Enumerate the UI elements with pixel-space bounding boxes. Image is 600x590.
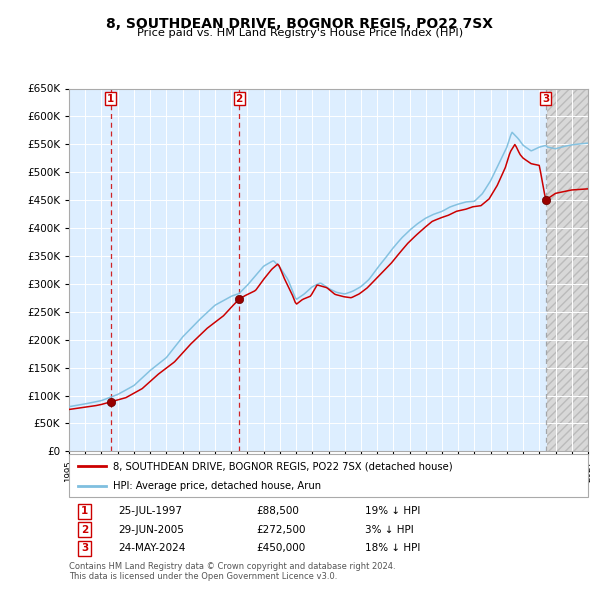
Text: 3: 3 xyxy=(542,94,549,104)
Text: 19% ↓ HPI: 19% ↓ HPI xyxy=(365,506,420,516)
Text: 24-MAY-2024: 24-MAY-2024 xyxy=(118,543,185,553)
Text: HPI: Average price, detached house, Arun: HPI: Average price, detached house, Arun xyxy=(113,481,321,491)
Text: 29-JUN-2005: 29-JUN-2005 xyxy=(118,525,184,535)
Text: This data is licensed under the Open Government Licence v3.0.: This data is licensed under the Open Gov… xyxy=(69,572,337,581)
Text: 3% ↓ HPI: 3% ↓ HPI xyxy=(365,525,413,535)
Text: 25-JUL-1997: 25-JUL-1997 xyxy=(118,506,182,516)
Text: Contains HM Land Registry data © Crown copyright and database right 2024.: Contains HM Land Registry data © Crown c… xyxy=(69,562,395,571)
Text: 2: 2 xyxy=(236,94,243,104)
Text: £88,500: £88,500 xyxy=(256,506,299,516)
Text: 8, SOUTHDEAN DRIVE, BOGNOR REGIS, PO22 7SX: 8, SOUTHDEAN DRIVE, BOGNOR REGIS, PO22 7… xyxy=(107,17,493,31)
Bar xyxy=(547,88,588,451)
Text: Price paid vs. HM Land Registry's House Price Index (HPI): Price paid vs. HM Land Registry's House … xyxy=(137,28,463,38)
Text: 1: 1 xyxy=(107,94,115,104)
Text: 18% ↓ HPI: 18% ↓ HPI xyxy=(365,543,420,553)
Text: 1: 1 xyxy=(81,506,88,516)
Text: 2: 2 xyxy=(81,525,88,535)
Text: £272,500: £272,500 xyxy=(256,525,305,535)
Text: £450,000: £450,000 xyxy=(256,543,305,553)
Text: 3: 3 xyxy=(81,543,88,553)
Text: 8, SOUTHDEAN DRIVE, BOGNOR REGIS, PO22 7SX (detached house): 8, SOUTHDEAN DRIVE, BOGNOR REGIS, PO22 7… xyxy=(113,461,453,471)
